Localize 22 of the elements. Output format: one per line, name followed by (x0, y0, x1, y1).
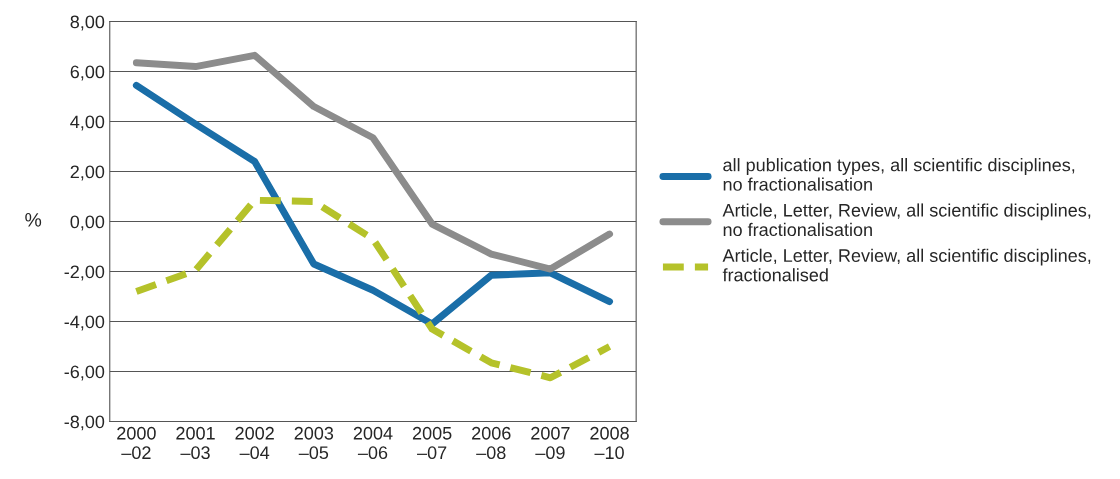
y-tick-label: 0,00 (70, 215, 105, 231)
x-tick-label: 2004 –06 (353, 426, 393, 460)
y-axis-title: % (25, 213, 42, 227)
y-tick-label: -2,00 (64, 265, 105, 281)
x-tick-label: 2007 –09 (531, 426, 570, 460)
legend-label: Article, Letter, Review, all scientific disciplines, fractionalised (722, 248, 1091, 282)
y-tick-label: -6,00 (64, 365, 105, 381)
legend-label: all publication types, all scientific disciplines, no fractionalisation (723, 158, 1075, 191)
x-tick-label: 2002 –04 (235, 426, 274, 460)
y-tick-label: 4,00 (70, 115, 105, 131)
x-tick-label: 2006 –08 (472, 426, 511, 460)
x-tick-label: 2003 –05 (294, 426, 334, 460)
y-tick-label: 6,00 (70, 65, 105, 81)
legend-label: Article, Letter, Review, all scientific disciplines, no fractionalisation (722, 203, 1091, 237)
x-tick-label: 2005 –07 (412, 426, 452, 460)
y-tick-label: -4,00 (64, 315, 105, 331)
y-tick-label: 2,00 (70, 165, 105, 181)
x-tick-label: 2008 –10 (590, 426, 629, 460)
y-tick-label: 8,00 (70, 15, 105, 31)
x-tick-label: 2000 –02 (117, 426, 156, 460)
y-tick-label: -8,00 (64, 415, 105, 431)
x-tick-label: 2001 –03 (176, 426, 215, 460)
